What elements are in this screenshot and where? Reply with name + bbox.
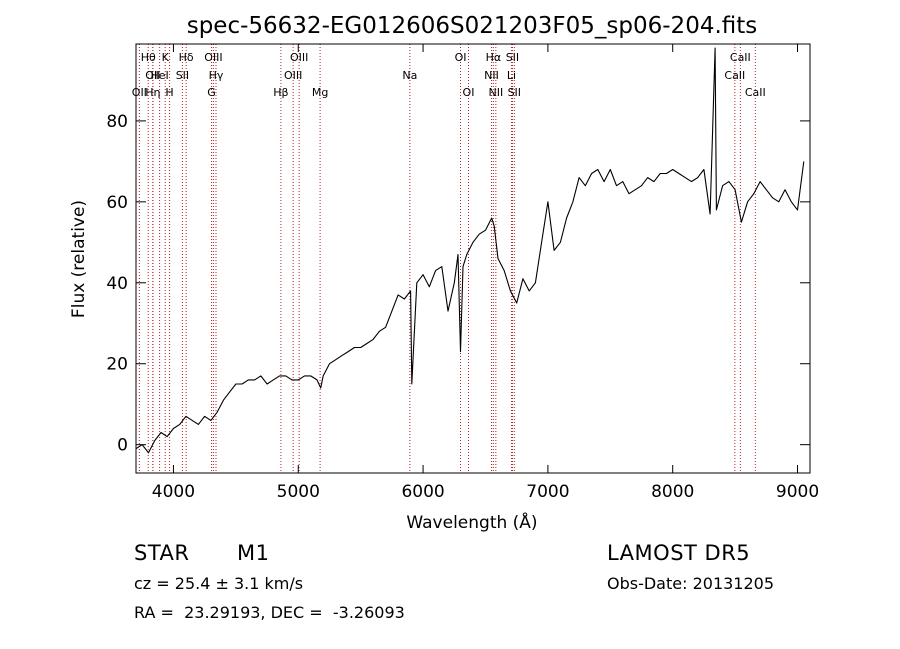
- line-label: OIII: [290, 51, 308, 64]
- line-label: Hη: [145, 86, 160, 99]
- line-label: NII: [484, 69, 499, 82]
- object-class: STAR: [134, 541, 190, 565]
- line-label: OI: [463, 86, 475, 99]
- object-subclass: M1: [237, 541, 270, 565]
- y-tick-label: 40: [106, 274, 128, 294]
- line-label: CaII: [730, 51, 751, 64]
- line-label: Mg: [312, 86, 328, 99]
- line-label: SII: [506, 51, 519, 64]
- line-label: Hθ: [141, 51, 156, 64]
- line-label: Hγ: [209, 69, 224, 82]
- line-label: OIII: [284, 69, 302, 82]
- y-tick-label: 20: [106, 355, 128, 375]
- line-label: OIII: [204, 51, 222, 64]
- line-labels: OIIHθOIIHηHeIKHSIIHδGOIIIHγHβOIIIOIIIMgN…: [132, 51, 766, 99]
- line-label: SII: [508, 86, 521, 99]
- x-tick-label: 9000: [776, 482, 819, 502]
- x-axis: 4000 5000 6000 7000 8000 9000: [152, 44, 819, 502]
- line-label: Na: [402, 69, 417, 82]
- line-label: Hα: [486, 51, 502, 64]
- x-tick-label: 4000: [152, 482, 195, 502]
- observation-date: Obs-Date: 20131205: [607, 574, 775, 593]
- x-axis-label: Wavelength (Å): [406, 511, 537, 533]
- line-label: Li: [507, 69, 516, 82]
- line-label: H: [165, 86, 173, 99]
- spectrum-line: [135, 47, 805, 454]
- line-label: K: [162, 51, 170, 64]
- line-label: SII: [176, 69, 189, 82]
- x-tick-label: 8000: [651, 482, 694, 502]
- x-tick-label: 7000: [526, 482, 569, 502]
- line-label: OII: [145, 69, 160, 82]
- chart-title: spec-56632-EG012606S021203F05_sp06-204.f…: [187, 13, 758, 39]
- line-markers: [138, 44, 756, 473]
- plot-frame: [135, 43, 811, 474]
- line-label: Hβ: [273, 86, 288, 99]
- line-label: CaII: [745, 86, 766, 99]
- survey-name: LAMOST DR5: [607, 541, 751, 565]
- line-label: HeI: [150, 69, 168, 82]
- line-label: G: [207, 86, 216, 99]
- y-tick-label: 60: [106, 193, 128, 213]
- line-label: CaII: [724, 69, 745, 82]
- spectrum-series: [135, 47, 805, 454]
- line-label: NII: [488, 86, 503, 99]
- x-tick-label: 6000: [401, 482, 444, 502]
- line-label: OI: [455, 51, 467, 64]
- x-tick-label: 5000: [277, 482, 320, 502]
- coordinates-text: RA = 23.29193, DEC = -3.26093: [134, 603, 405, 622]
- line-label: Hδ: [179, 51, 194, 64]
- y-tick-label: 80: [106, 112, 128, 132]
- y-axis: 0 20 40 60 80: [106, 112, 810, 456]
- y-axis-label: Flux (relative): [69, 200, 89, 318]
- redshift-text: cz = 25.4 ± 3.1 km/s: [134, 574, 304, 593]
- y-tick-label: 0: [117, 436, 128, 456]
